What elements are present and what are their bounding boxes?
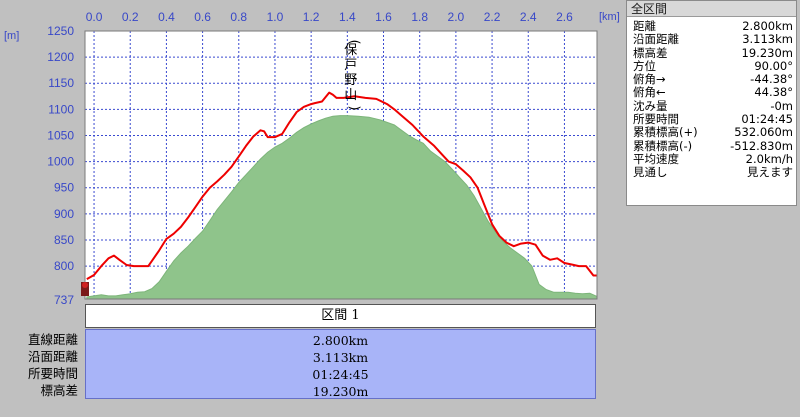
summary-row-value: 01:24:45 xyxy=(741,112,793,127)
y-axis-ticks: 1250 1200 1150 1100 1050 1000 950 900 850 800 xyxy=(47,24,74,273)
summary-row: 俯角← 44.38° xyxy=(631,85,795,100)
section-value: 19.230m xyxy=(312,384,369,399)
summary-row: 方位 90.00° xyxy=(631,58,795,73)
summary-row-label: 沈み量 xyxy=(633,98,668,113)
y-tick-label: 900 xyxy=(54,207,74,221)
y-tick-label: 1000 xyxy=(47,155,74,169)
summary-row-label: 俯角→ xyxy=(633,72,666,87)
x-tick-label: 1.8 xyxy=(411,10,428,24)
y-unit-label: [m] xyxy=(4,30,19,42)
y-min-label: 737 xyxy=(54,293,74,307)
x-tick-label: 1.0 xyxy=(267,10,284,24)
section-label: 沿面距離 xyxy=(27,349,78,364)
y-tick-label: 1100 xyxy=(48,102,74,116)
x-tick-label: 2.2 xyxy=(484,10,501,24)
y-tick-label: 1200 xyxy=(47,50,74,64)
summary-row-value: 90.00° xyxy=(754,58,793,73)
summary-row-value: 2.800km xyxy=(742,19,793,33)
section-label: 標高差 xyxy=(40,383,78,398)
elevation-line xyxy=(86,91,597,280)
summary-row-label: 距離 xyxy=(633,19,656,33)
start-marker-icon xyxy=(81,282,89,296)
summary-row-label: 俯角← xyxy=(633,85,666,100)
summary-row: 累積標高(-) -512.830m xyxy=(631,138,795,153)
x-tick-label: 0.8 xyxy=(230,10,247,24)
summary-row-label: 標高差 xyxy=(633,45,668,60)
summary-row: 俯角→ -44.38° xyxy=(631,72,795,87)
summary-row: 累積標高(+) 532.060m xyxy=(631,125,795,140)
peak-label-char: 野 xyxy=(344,73,357,88)
x-tick-label: 0.4 xyxy=(158,10,175,24)
summary-row-value: -44.38° xyxy=(750,72,793,87)
line-of-sight-area xyxy=(86,115,598,300)
y-tick-label: 1150 xyxy=(48,76,74,90)
summary-row-label: 所要時間 xyxy=(633,112,679,127)
section-value: 01:24:45 xyxy=(312,367,369,382)
summary-row: 平均速度 2.0km/h xyxy=(631,151,795,166)
x-tick-label: 1.2 xyxy=(303,10,320,24)
section-values: 2.800km 3.113km 01:24:45 19.230m xyxy=(85,329,596,399)
peak-label-char: 保 xyxy=(344,43,357,58)
x-tick-label: 1.4 xyxy=(339,10,356,24)
summary-row-value: 見えます xyxy=(747,165,793,180)
y-tick-label: 1250 xyxy=(47,24,74,38)
peak-label-char: 戸 xyxy=(344,58,357,73)
plot-frame xyxy=(84,30,598,300)
summary-row-value: -0m xyxy=(770,98,793,113)
x-tick-label: 2.6 xyxy=(556,10,573,24)
summary-panel: 全区間 距離 2.800km 沿面距離 3.113km 標高差 19.230m 方位 90.0… xyxy=(626,0,797,206)
peak-label-char: 山 xyxy=(344,88,357,103)
summary-row: 見通し 見えます xyxy=(631,165,795,180)
line-series xyxy=(86,91,597,280)
peak-paren-close: ) xyxy=(347,105,362,110)
summary-row: 標高差 19.230m xyxy=(631,45,795,60)
x-tick-label: 0.6 xyxy=(194,10,211,24)
section-value: 3.113km xyxy=(312,350,369,365)
summary-row-label: 沿面距離 xyxy=(633,32,679,47)
peak-paren-open: ( xyxy=(347,39,362,44)
section-value: 2.800km xyxy=(312,333,369,348)
summary-row-value: 2.0km/h xyxy=(745,151,793,166)
x-unit-label: [km] xyxy=(599,11,620,23)
summary-row-value: 19.230m xyxy=(741,45,793,60)
x-tick-label: 2.0 xyxy=(448,10,465,24)
summary-row-label: 見通し xyxy=(633,165,668,180)
x-tick-label: 2.4 xyxy=(520,10,537,24)
summary-row: 距離 2.800km xyxy=(631,19,795,33)
summary-rows: 距離 2.800km 沿面距離 3.113km 標高差 19.230m 方位 90.00° 俯角… xyxy=(631,19,795,180)
summary-row-label: 平均速度 xyxy=(633,151,679,166)
y-tick-label: 950 xyxy=(54,181,74,195)
summary-panel-title: 全区間 xyxy=(627,1,796,17)
summary-row: 沈み量 -0m xyxy=(631,98,795,113)
section-label: 直線距離 xyxy=(27,332,78,347)
x-axis-ticks: 0.0 0.2 0.4 0.6 0.8 1.0 1.2 1.4 1.6 1.8 2.0 2.2 2.4 2… xyxy=(86,10,573,24)
summary-row-value: 3.113km xyxy=(742,32,793,47)
summary-row-label: 方位 xyxy=(633,58,656,73)
summary-row-label: 累積標高(+) xyxy=(633,125,698,140)
area-series xyxy=(86,115,598,300)
x-tick-label: 0.0 xyxy=(86,10,103,24)
summary-row-label: 累積標高(-) xyxy=(633,138,693,153)
x-tick-label: 0.2 xyxy=(122,10,139,24)
section-header: 区間 1 xyxy=(85,304,596,328)
summary-row-value: -512.830m xyxy=(730,138,793,153)
summary-row-value: 44.38° xyxy=(754,85,793,100)
y-tick-label: 1050 xyxy=(47,128,74,142)
y-tick-label: 850 xyxy=(54,233,74,247)
summary-row-value: 532.060m xyxy=(734,125,793,140)
x-tick-label: 1.6 xyxy=(375,10,392,24)
summary-row: 沿面距離 3.113km xyxy=(631,32,795,47)
y-tick-label: 800 xyxy=(54,259,74,273)
summary-row: 所要時間 01:24:45 xyxy=(631,112,795,127)
section-label: 所要時間 xyxy=(27,366,78,381)
